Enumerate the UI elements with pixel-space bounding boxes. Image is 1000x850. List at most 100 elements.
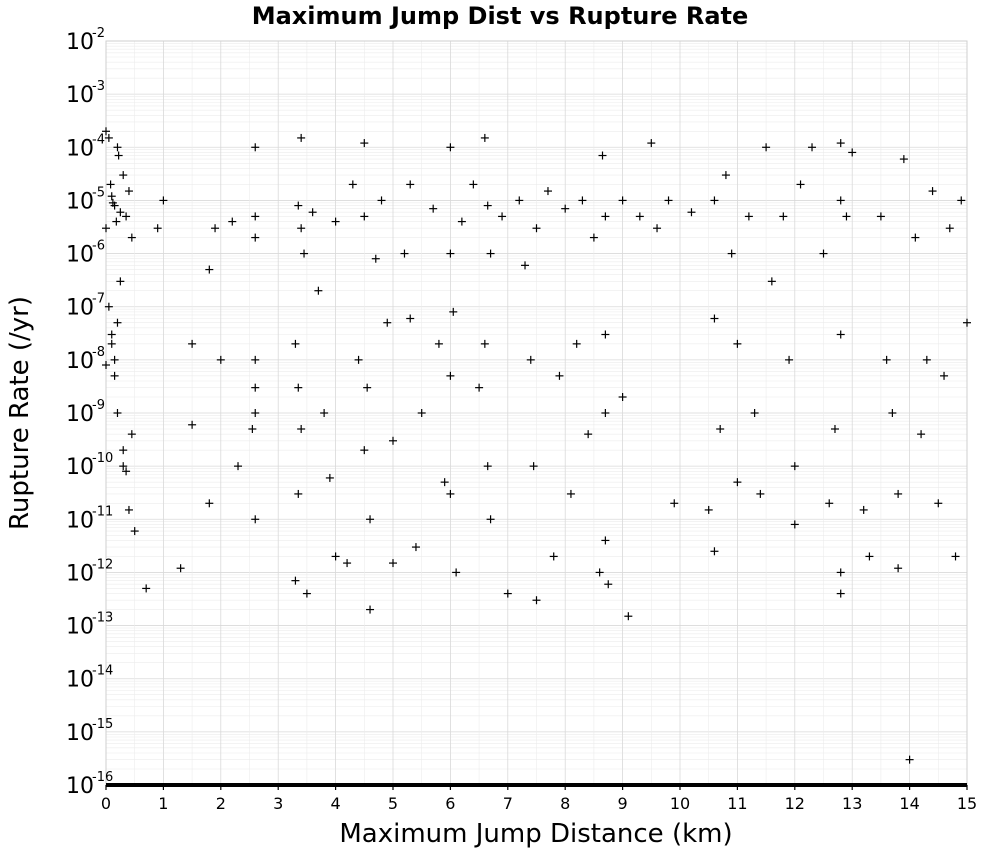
x-tick-label: 5 — [388, 794, 398, 813]
data-point — [108, 198, 117, 207]
data-point — [406, 180, 415, 189]
data-point — [721, 171, 730, 180]
x-axis-ticks: 0 1 2 3 4 5 6 7 8 9 10 11 12 13 14 15 — [101, 785, 977, 813]
x-tick-label: 15 — [957, 794, 977, 813]
data-point — [116, 208, 125, 217]
data-point — [107, 192, 116, 201]
data-point — [107, 330, 116, 339]
data-point — [543, 187, 552, 196]
data-point — [104, 302, 113, 311]
data-point — [106, 180, 115, 189]
x-tick-label: 10 — [670, 794, 690, 813]
data-point — [733, 478, 742, 487]
data-point — [790, 462, 799, 471]
y-tick-exponent: -4 — [92, 132, 105, 147]
data-point — [836, 139, 845, 148]
data-point — [555, 371, 564, 380]
data-point — [710, 547, 719, 556]
y-tick-label: 10 — [66, 508, 94, 533]
y-axis-label: Rupture Rate (/yr) — [5, 296, 35, 530]
data-point — [733, 339, 742, 348]
data-point — [251, 212, 260, 221]
data-point — [457, 217, 466, 226]
data-point — [102, 224, 110, 233]
data-point — [595, 568, 604, 577]
data-point — [526, 355, 535, 364]
data-point — [383, 318, 392, 327]
data-point — [366, 605, 375, 614]
data-point — [251, 355, 260, 364]
data-point — [112, 217, 121, 226]
data-point — [475, 383, 484, 392]
data-point — [836, 330, 845, 339]
data-point — [211, 224, 220, 233]
data-point — [188, 420, 197, 429]
data-point — [469, 180, 478, 189]
data-point — [205, 265, 214, 274]
data-point — [429, 204, 438, 213]
data-point — [291, 339, 300, 348]
data-point — [110, 355, 119, 364]
y-tick-label: 10 — [66, 721, 94, 746]
y-tick-exponent: -9 — [92, 398, 105, 413]
data-point — [325, 473, 334, 482]
data-point — [320, 409, 329, 417]
data-point — [601, 330, 610, 339]
y-tick-exponent: -10 — [92, 451, 113, 466]
data-point — [664, 196, 673, 205]
data-point — [917, 430, 926, 439]
data-point — [785, 355, 794, 364]
x-tick-label: 2 — [216, 794, 226, 813]
data-point — [159, 196, 168, 205]
data-point — [119, 446, 128, 455]
x-tick-label: 1 — [158, 794, 168, 813]
data-point — [922, 355, 931, 364]
chart-title: Maximum Jump Dist vs Rupture Rate — [252, 2, 749, 30]
data-point — [251, 143, 260, 152]
data-point — [302, 589, 311, 598]
data-point — [566, 489, 575, 498]
x-tick-label: 13 — [842, 794, 862, 813]
data-point — [153, 224, 162, 233]
data-point — [188, 339, 197, 348]
data-point — [894, 489, 903, 498]
data-point — [825, 499, 834, 508]
data-point — [808, 143, 817, 152]
data-point — [389, 436, 397, 445]
data-point — [124, 187, 133, 196]
data-point — [176, 564, 185, 573]
data-point — [790, 520, 799, 529]
data-point — [578, 196, 587, 205]
y-tick-label: 10 — [66, 668, 94, 693]
x-tick-label: 9 — [618, 794, 628, 813]
data-point — [911, 233, 920, 242]
x-tick-label: 3 — [273, 794, 283, 813]
data-point — [366, 515, 375, 524]
data-point — [411, 543, 420, 552]
data-point — [127, 430, 136, 439]
y-tick-label: 10 — [66, 243, 94, 268]
data-point — [308, 208, 317, 217]
data-point — [113, 318, 122, 327]
data-point — [483, 201, 492, 210]
x-tick-label: 14 — [899, 794, 919, 813]
data-point — [888, 409, 897, 417]
data-point — [716, 424, 725, 433]
data-point — [294, 201, 303, 210]
data-point — [234, 462, 243, 471]
y-tick-label: 10 — [66, 561, 94, 586]
data-point — [110, 371, 119, 380]
data-point — [618, 196, 627, 205]
data-point — [928, 187, 937, 196]
data-point — [483, 462, 492, 471]
data-point — [604, 580, 613, 589]
data-point — [116, 277, 125, 286]
data-point — [449, 307, 458, 316]
data-point — [601, 212, 610, 221]
data-point — [756, 489, 765, 498]
data-point — [119, 462, 128, 471]
data-point — [882, 355, 891, 364]
data-point — [503, 589, 512, 598]
data-point — [704, 505, 713, 514]
